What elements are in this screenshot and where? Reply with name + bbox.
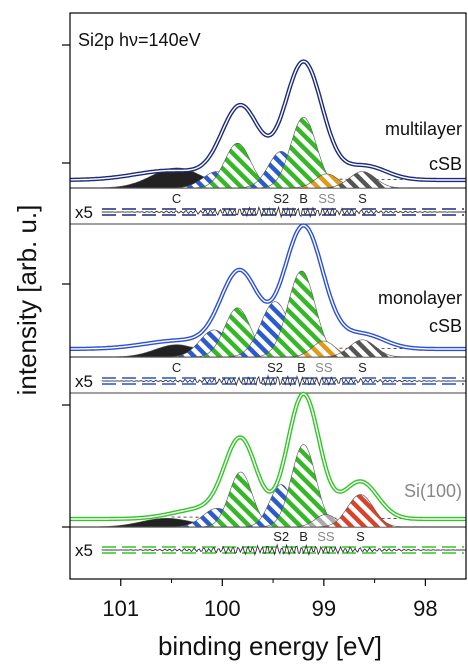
x-tick-label: 100 <box>204 596 241 621</box>
component-label-B: B <box>297 360 306 375</box>
x-tick-label: 99 <box>312 596 336 621</box>
panel-label: monolayer <box>378 288 462 308</box>
spectrum-line-inner <box>70 393 466 520</box>
component-label-C: C <box>172 191 181 206</box>
component-label-SS: SS <box>315 360 333 375</box>
component-label-B: B <box>299 529 308 544</box>
component-label-S: S <box>356 529 365 544</box>
component-peak-S <box>70 339 466 358</box>
component-peak-S <box>70 171 466 189</box>
component-peak-S <box>70 494 466 528</box>
residual-line <box>101 543 467 557</box>
chart-title: Si2p hν=140eV <box>78 30 201 50</box>
component-label-C: C <box>172 360 181 375</box>
component-label-S: S <box>358 360 367 375</box>
component-label-S2: S2 <box>273 191 289 206</box>
component-label-S: S <box>358 191 367 206</box>
residual-line <box>101 374 467 388</box>
component-label-S2: S2 <box>267 360 283 375</box>
x-axis-ticks: 101 100 99 98 <box>102 579 438 621</box>
residual-scale-label: x5 <box>75 372 93 391</box>
residual-scale-label: x5 <box>75 541 93 560</box>
x-axis-label: binding energy [eV] <box>158 631 382 661</box>
spectrum-line-inner <box>70 224 466 350</box>
residual-scale-label: x5 <box>75 203 93 222</box>
component-label-S2: S2 <box>273 529 289 544</box>
residual-line <box>101 205 467 219</box>
y-axis-ticks <box>62 44 70 528</box>
component-label-B: B <box>299 191 308 206</box>
y-axis-label: intensity [arb. u.] <box>12 205 42 396</box>
x-tick-label: 98 <box>413 596 437 621</box>
panel-label: cSB <box>429 154 462 174</box>
spectrum-line-inner <box>70 60 466 181</box>
panel-label: cSB <box>429 316 462 336</box>
x-tick-label: 101 <box>102 596 139 621</box>
panel-label: Si(100) <box>404 481 462 501</box>
component-label-SS: SS <box>318 191 336 206</box>
component-label-SS: SS <box>317 529 335 544</box>
component-peak-S2 <box>70 151 466 189</box>
panel-label: multilayer <box>385 119 462 139</box>
panel-2: Si(100)S2 B SS Sx5 <box>70 391 467 560</box>
plot-frame <box>69 12 467 580</box>
